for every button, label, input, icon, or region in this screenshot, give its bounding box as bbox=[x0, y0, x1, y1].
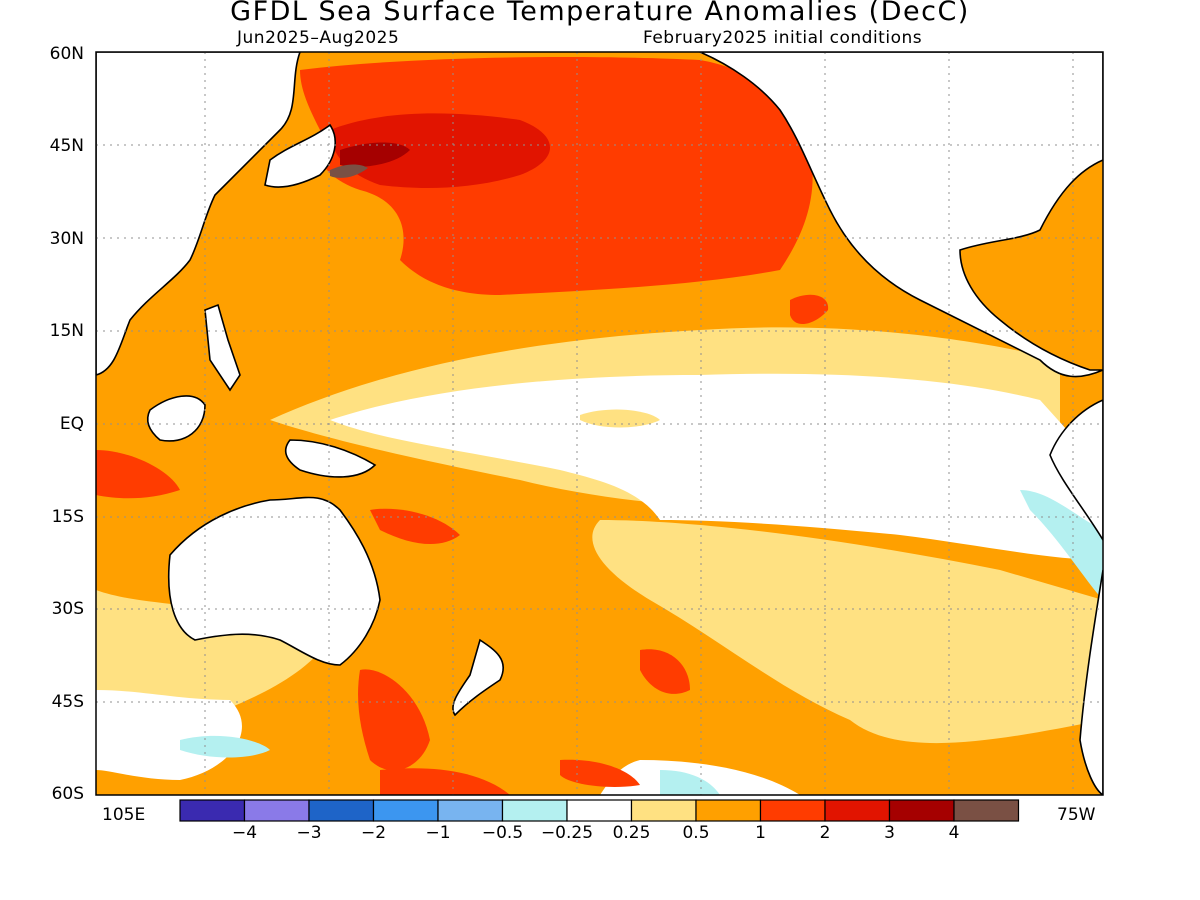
lat-label-30s: 30S bbox=[51, 599, 84, 619]
lat-label-15s: 15S bbox=[51, 507, 84, 527]
initial-conditions: February2025 initial conditions bbox=[643, 28, 923, 48]
lat-label-60s: 60S bbox=[51, 784, 84, 804]
graticule bbox=[96, 52, 1103, 795]
colorbar-swatch bbox=[888, 799, 955, 822]
anomaly-red-indian bbox=[96, 450, 180, 499]
land-australia bbox=[167, 496, 381, 666]
land-borneo bbox=[146, 395, 206, 442]
colorbar-swatch bbox=[501, 799, 568, 822]
colorbar-swatch bbox=[179, 799, 246, 822]
land bbox=[96, 52, 1103, 795]
map-frame bbox=[95, 51, 1104, 796]
anomaly-white-equator bbox=[330, 373, 1103, 560]
lat-label-60n: 60N bbox=[49, 44, 84, 64]
colorbar-tick-label: −1 bbox=[425, 823, 451, 843]
anomaly-red-southern bbox=[380, 768, 510, 795]
land-asia bbox=[96, 52, 301, 376]
colorbar-swatch bbox=[953, 799, 1020, 822]
colorbar-tick-label: 3 bbox=[884, 823, 895, 843]
land-south-america-south bbox=[1079, 569, 1103, 795]
anomaly-darkred-kuroshio bbox=[330, 113, 550, 188]
land-new-guinea bbox=[284, 439, 377, 478]
anomaly-cool-south bbox=[660, 770, 720, 795]
colorbar-swatch bbox=[695, 799, 762, 822]
colorbar-tick-label: 2 bbox=[819, 823, 831, 843]
lat-label-45s: 45S bbox=[51, 692, 84, 712]
lon-label-west: 105E bbox=[102, 805, 146, 825]
colorbar-swatch bbox=[243, 799, 310, 822]
land-new-zealand bbox=[452, 638, 504, 717]
map-title: GFDL Sea Surface Temperature Anomalies (… bbox=[230, 0, 970, 27]
anomaly-red-tasman bbox=[358, 669, 430, 771]
lat-label-45n: 45N bbox=[49, 136, 84, 156]
lon-label-east: 75W bbox=[1057, 805, 1096, 825]
anomaly-red-east bbox=[790, 294, 829, 325]
land-japan bbox=[264, 123, 336, 188]
lat-label-30n: 30N bbox=[49, 229, 84, 249]
colorbar-tick-label: 0.25 bbox=[612, 823, 651, 843]
land-south-america bbox=[1049, 399, 1103, 542]
anomaly-pale-south bbox=[592, 520, 1103, 744]
colorbar-tick-label: −0.5 bbox=[481, 823, 524, 843]
colorbar-tick-label: 0.5 bbox=[682, 823, 710, 843]
lat-label-15n: 15N bbox=[49, 321, 84, 341]
colorbar-tick-label: −4 bbox=[231, 823, 258, 843]
colorbar-tick-label: 4 bbox=[948, 823, 960, 843]
anomaly-red-southern-2 bbox=[560, 759, 640, 787]
anomaly-strong-kuroshio bbox=[340, 142, 410, 167]
anomaly-pale-patch bbox=[580, 409, 660, 428]
anomaly-cool-peru bbox=[1020, 490, 1103, 600]
forecast-period: Jun2025–Aug2025 bbox=[237, 28, 400, 48]
colorbar-swatch bbox=[437, 799, 504, 822]
colorbar-tick-label: −2 bbox=[360, 823, 387, 843]
colorbar-tick-label: −3 bbox=[296, 823, 322, 843]
land-north-america bbox=[699, 52, 1103, 378]
colorbar-swatch bbox=[824, 799, 891, 822]
colorbar bbox=[179, 799, 1020, 822]
colorbar-swatch bbox=[372, 799, 439, 822]
land-philippines bbox=[204, 303, 241, 392]
anomaly-extreme-kuroshio bbox=[330, 164, 368, 178]
anomaly-red-south-central bbox=[640, 649, 690, 694]
colorbar-swatch bbox=[630, 799, 697, 822]
colorbar-tick-label: −0.25 bbox=[540, 823, 594, 843]
anomaly-cool-southwest bbox=[180, 735, 270, 758]
colorbar-swatch bbox=[308, 799, 375, 822]
colorbar-tick-label: 1 bbox=[755, 823, 766, 843]
anomaly-white-south bbox=[600, 760, 800, 795]
lat-label-eq: EQ bbox=[59, 414, 84, 434]
anomaly-white-southwest bbox=[96, 690, 242, 780]
anomaly-red-coral-sea bbox=[370, 508, 460, 545]
colorbar-swatch bbox=[759, 799, 826, 822]
colorbar-swatch bbox=[566, 799, 633, 822]
